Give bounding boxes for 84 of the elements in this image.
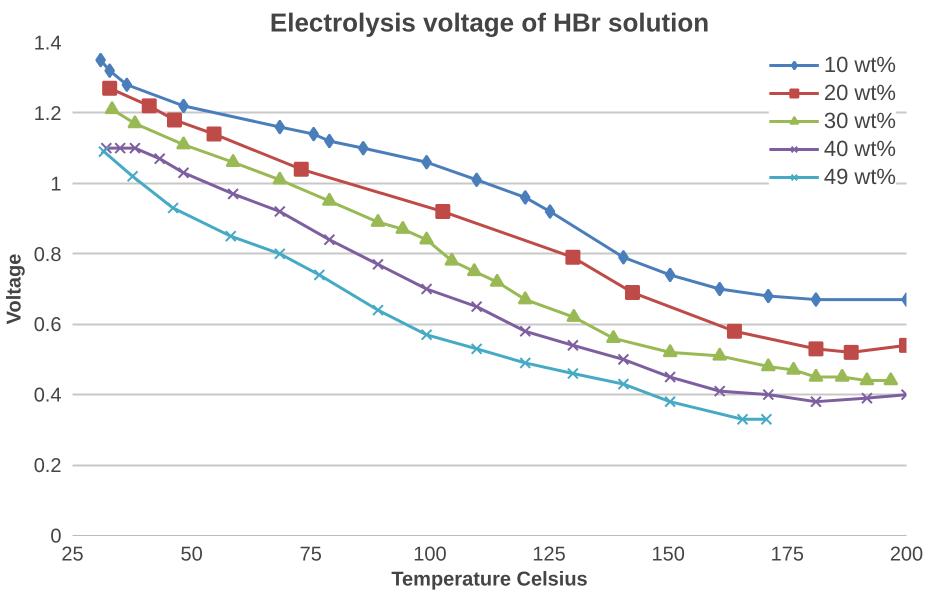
point	[98, 146, 110, 158]
point	[121, 77, 132, 92]
x-tick-label: 200	[890, 544, 924, 566]
point	[274, 248, 286, 260]
point	[470, 342, 483, 355]
point	[844, 344, 859, 360]
x-tick-label: 100	[413, 544, 447, 566]
point	[166, 112, 182, 128]
point	[726, 324, 742, 339]
point	[617, 378, 630, 390]
point	[714, 385, 726, 398]
x-tick-label: 125	[532, 544, 566, 566]
point	[544, 204, 556, 220]
x-tick-label: 175	[770, 544, 804, 566]
point	[128, 142, 141, 154]
y-tick-label: 1.4	[34, 32, 62, 54]
chart-title: Electrolysis voltage of HBr solution	[270, 8, 710, 38]
point	[736, 413, 749, 426]
point	[810, 292, 822, 308]
point	[435, 204, 450, 220]
point	[618, 250, 629, 265]
legend-label: 40 wt%	[824, 136, 896, 162]
point	[421, 154, 432, 170]
point	[664, 371, 676, 383]
x-axis-title: Temperature Celsius	[391, 568, 588, 590]
point	[95, 52, 106, 68]
point	[308, 126, 319, 142]
point	[227, 188, 240, 200]
point	[274, 120, 286, 135]
x-tick-label: 25	[61, 544, 84, 566]
point	[470, 300, 483, 313]
point	[624, 285, 640, 300]
point	[566, 339, 579, 352]
point	[762, 288, 774, 304]
point	[372, 258, 384, 270]
x-tick-label: 150	[652, 544, 685, 566]
point	[178, 166, 190, 179]
point	[420, 283, 433, 295]
point	[860, 392, 873, 404]
point	[154, 152, 166, 165]
point	[324, 134, 335, 149]
point	[323, 234, 336, 246]
point	[471, 172, 482, 188]
point	[142, 98, 157, 114]
x-tick-label: 50	[180, 544, 203, 566]
point	[102, 80, 118, 96]
point	[206, 126, 222, 142]
point	[372, 304, 384, 316]
legend-label: 49 wt%	[824, 164, 896, 190]
point	[760, 413, 772, 426]
point	[762, 388, 774, 401]
point	[224, 230, 237, 242]
point	[294, 162, 309, 177]
point	[313, 268, 326, 281]
legend-label: 30 wt%	[824, 108, 896, 134]
y-tick-label: 0.4	[34, 384, 62, 407]
legend-label: 20 wt%	[824, 80, 896, 106]
point	[664, 396, 676, 408]
point	[358, 140, 369, 156]
point	[126, 170, 138, 182]
x-tick-label: 75	[300, 544, 322, 566]
point	[520, 190, 531, 205]
point	[420, 328, 433, 341]
y-tick-label: 0.6	[34, 314, 62, 336]
y-tick-label: 0	[50, 526, 62, 548]
y-tick-label: 0.2	[34, 455, 62, 478]
point	[274, 206, 286, 218]
y-tick-label: 0.8	[34, 244, 62, 266]
point	[104, 63, 116, 78]
point	[519, 325, 532, 338]
point	[664, 267, 676, 282]
y-axis-title: Voltage	[4, 254, 26, 324]
point	[714, 282, 726, 296]
point	[566, 368, 579, 380]
y-tick-label: 1	[50, 173, 62, 196]
legend-label: 10 wt%	[824, 52, 896, 78]
point	[178, 98, 189, 114]
point	[565, 250, 580, 265]
point	[810, 396, 822, 408]
y-tick-label: 1.2	[34, 102, 62, 125]
point	[808, 341, 824, 356]
point	[617, 353, 630, 366]
point	[167, 202, 180, 214]
point	[519, 357, 532, 369]
